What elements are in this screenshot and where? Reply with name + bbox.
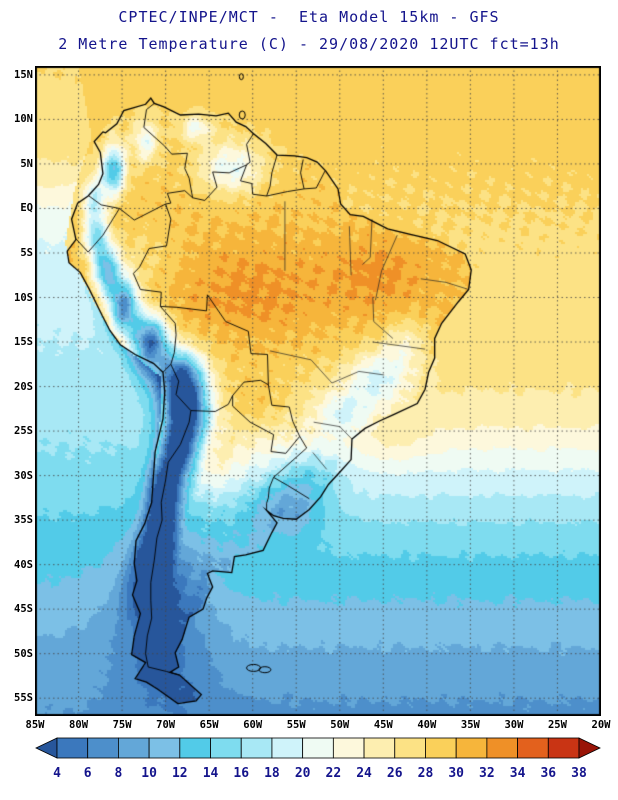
colorbar-tick-label: 38 bbox=[571, 766, 587, 781]
colorbar-arrow-segment bbox=[35, 737, 58, 759]
colorbar-tick-label: 34 bbox=[510, 766, 526, 781]
colorbar-segment bbox=[56, 737, 89, 759]
lon-tick-label: 25W bbox=[547, 719, 567, 731]
colorbar-segment bbox=[210, 737, 242, 759]
colorbar-tick-label: 24 bbox=[356, 766, 372, 781]
lat-tick-label: 55S bbox=[14, 692, 33, 705]
colorbar-tick-label: 36 bbox=[540, 766, 556, 781]
lat-tick-label: 45S bbox=[14, 603, 33, 616]
temperature-colorbar: 4 6 8 10 12 14 16 18 20 22 24 26 28 30 32 34 36 38 bbox=[35, 737, 601, 781]
colorbar-tick-label: 28 bbox=[418, 766, 434, 781]
temperature-field-canvas bbox=[35, 66, 601, 716]
colorbar-segment bbox=[394, 737, 426, 759]
colorbar-segment bbox=[425, 737, 457, 759]
lon-tick-label: 20W bbox=[591, 719, 611, 731]
colorbar-tick-label: 16 bbox=[233, 766, 249, 781]
colorbar-segment bbox=[363, 737, 396, 759]
lat-tick-label: 15N bbox=[14, 68, 33, 81]
lon-tick-label: 65W bbox=[199, 719, 219, 731]
lon-tick-label: 55W bbox=[286, 719, 306, 731]
lat-tick-label: 5S bbox=[20, 246, 33, 259]
colorbar-tick-label: 26 bbox=[387, 766, 403, 781]
colorbar-segment bbox=[148, 737, 181, 759]
colorbar-segment bbox=[271, 737, 304, 759]
lat-tick-label: 10N bbox=[14, 113, 33, 126]
lat-tick-label: 25S bbox=[14, 425, 33, 438]
lat-tick-label: 15S bbox=[14, 336, 33, 349]
lon-tick-label: 40W bbox=[417, 719, 437, 731]
colorbar-segment bbox=[302, 737, 334, 759]
lat-tick-label: 10S bbox=[14, 291, 33, 304]
colorbar-segment bbox=[240, 737, 273, 759]
colorbar-tick-label: 14 bbox=[203, 766, 219, 781]
colorbar-segment bbox=[455, 737, 488, 759]
lat-tick-label: 40S bbox=[14, 558, 33, 571]
lon-tick-label: 30W bbox=[504, 719, 524, 731]
colorbar-segment bbox=[179, 737, 211, 759]
colorbar-tick-label: 10 bbox=[141, 766, 157, 781]
lat-tick-label: 50S bbox=[14, 647, 33, 660]
lat-tick-label: 35S bbox=[14, 514, 33, 527]
colorbar-segment bbox=[118, 737, 150, 759]
colorbar-tick-label: 30 bbox=[448, 766, 464, 781]
lon-tick-label: 85W bbox=[25, 719, 45, 731]
lat-tick-label: 30S bbox=[14, 469, 33, 482]
lon-tick-label: 50W bbox=[330, 719, 350, 731]
lon-tick-label: 60W bbox=[243, 719, 263, 731]
lat-tick-label: 20S bbox=[14, 380, 33, 393]
colorbar-tick-label: 4 bbox=[53, 766, 61, 781]
colorbar-tick-label: 18 bbox=[264, 766, 280, 781]
lon-tick-label: 70W bbox=[156, 719, 176, 731]
colorbar-tick-label: 12 bbox=[172, 766, 188, 781]
lon-tick-label: 75W bbox=[112, 719, 132, 731]
lat-tick-label: EQ bbox=[20, 202, 33, 215]
colorbar-segment bbox=[332, 737, 365, 759]
map-title-line2: 2 Metre Temperature (C) - 29/08/2020 12U… bbox=[58, 35, 560, 53]
lon-tick-label: 35W bbox=[460, 719, 480, 731]
colorbar-tick-label: 20 bbox=[295, 766, 311, 781]
colorbar-tick-label: 6 bbox=[84, 766, 92, 781]
colorbar-tick-label: 32 bbox=[479, 766, 495, 781]
colorbar-segment bbox=[517, 737, 549, 759]
colorbar-segment bbox=[486, 737, 518, 759]
lat-tick-label: 5N bbox=[20, 157, 33, 170]
colorbar-tick-label: 22 bbox=[326, 766, 342, 781]
colorbar-tick-label: 8 bbox=[114, 766, 122, 781]
colorbar-segment bbox=[547, 737, 580, 759]
map-plot-area bbox=[35, 66, 601, 716]
colorbar-arrow-segment bbox=[578, 737, 601, 759]
colorbar-segment bbox=[87, 737, 119, 759]
lon-tick-label: 80W bbox=[69, 719, 89, 731]
map-title-line1: CPTEC/INPE/MCT - Eta Model 15km - GFS bbox=[118, 8, 500, 26]
lon-tick-label: 45W bbox=[373, 719, 393, 731]
